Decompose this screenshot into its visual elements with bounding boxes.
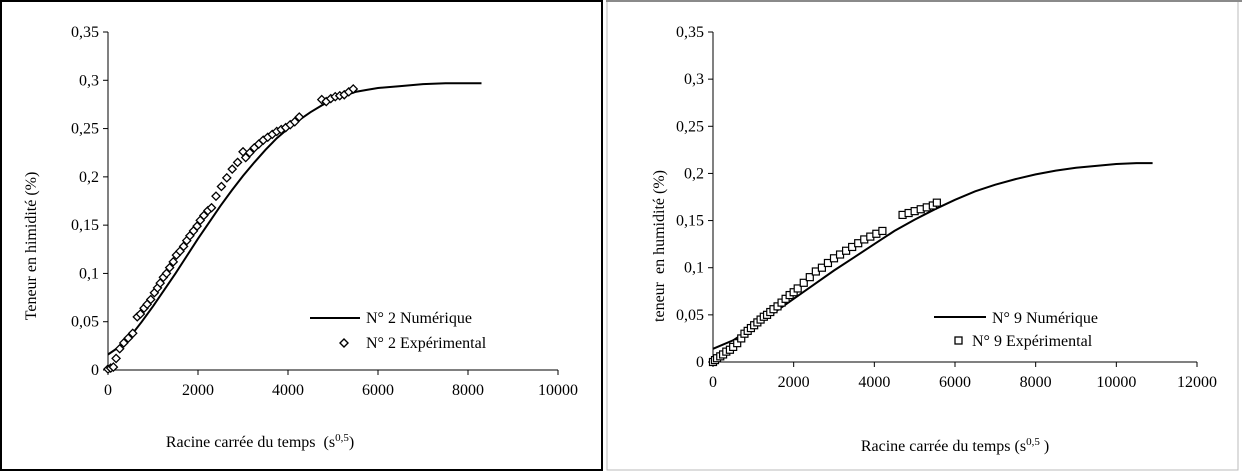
x-tick-label: 12000 (1177, 374, 1217, 391)
data-point-diamond (221, 172, 232, 183)
data-point-diamond (114, 343, 125, 354)
data-point-diamond (244, 147, 255, 158)
y-tick-label: 0 (696, 354, 704, 371)
data-point-diamond (216, 181, 227, 192)
series-line (107, 82, 482, 356)
y-tick-label: 0 (91, 362, 99, 379)
y-tick-label: 0,05 (71, 314, 99, 331)
x-axis-label-text: Racine carrée du temps (166, 434, 316, 451)
legend-label-experimental: N° 2 Expérimental (366, 335, 487, 352)
data-point-diamond (227, 164, 238, 175)
y-tick-label: 0,1 (79, 265, 99, 282)
x-axis-label: Racine carrée du temps (s0,5 ) (861, 436, 1049, 455)
x-tick-label: 6000 (362, 382, 394, 399)
y-tick-label: 0,3 (684, 71, 704, 88)
x-tick-label: 10000 (538, 382, 578, 399)
data-point-square (878, 226, 887, 236)
legend: N° 9 Numérique N° 9 Expérimental (934, 310, 1098, 350)
x-axis-unit: (s (324, 434, 336, 451)
y-tick-label: 0,25 (676, 118, 704, 135)
x-tick-label: 4000 (272, 382, 304, 399)
data-point-diamond (118, 338, 129, 348)
data-point-diamond (294, 112, 305, 122)
x-axis-unit: (s (1015, 438, 1027, 455)
data-point-diamond (348, 84, 359, 94)
data-point-diamond (192, 221, 203, 232)
y-axis-label: Teneur en himidité (%) (23, 172, 40, 321)
data-point-diamond (289, 116, 300, 127)
x-axis-unit-close: ) (1040, 438, 1049, 455)
y-axis-title: Teneur en himidité (%) (23, 172, 40, 321)
data-point-diamond (206, 202, 217, 213)
data-point-diamond (145, 294, 156, 305)
data-point-diamond (161, 268, 172, 279)
legend-label-numeric: N° 9 Numérique (992, 310, 1098, 327)
y-tick-label: 0,05 (676, 307, 704, 324)
data-point-square (805, 273, 814, 282)
plot-area: 0 0,05 0,1 0,15 0,2 0,25 0,3 0,35 0 2000 4000 6000 8… (71, 24, 578, 399)
data-point-diamond (178, 241, 189, 252)
x-tick-label: 10000 (1096, 374, 1136, 391)
data-point-square (799, 278, 808, 287)
legend-diamond-marker (339, 338, 349, 348)
y-tick-label: 0,35 (676, 24, 704, 41)
data-point-diamond (211, 191, 221, 202)
x-axis-label-text: Racine carrée du temps (861, 438, 1011, 455)
chart-right: teneur en humidité (%) Racine carrée du … (606, 0, 1242, 471)
chart-left-frame (0, 0, 603, 471)
x-axis-unit-exponent: 0,5 (335, 432, 349, 444)
x-tick-label: 6000 (939, 374, 971, 391)
x-tick-label: 0 (709, 374, 717, 391)
data-point-diamond (168, 256, 179, 267)
x-tick-label: 2000 (182, 382, 214, 399)
data-point-square (817, 263, 826, 272)
y-tick-label: 0,2 (79, 169, 99, 186)
x-axis-unit-exponent: 0,5 (1026, 436, 1040, 448)
data-point-diamond (164, 262, 175, 273)
y-axis-label: teneur en humidité (%) (651, 170, 668, 322)
plot-area: 0 0,05 0,1 0,15 0,2 0,25 0,3 0,35 0 2000 4000 6000 8… (676, 24, 1217, 391)
data-point-diamond (111, 353, 122, 364)
y-tick-label: 0,15 (676, 213, 704, 230)
legend-label-experimental: N° 9 Expérimental (972, 333, 1093, 350)
data-point-diamond (108, 362, 119, 373)
data-point-diamond (232, 157, 243, 168)
data-point-square (932, 198, 941, 207)
x-tick-label: 4000 (858, 374, 890, 391)
y-tick-label: 0,3 (79, 72, 99, 89)
data-point-square (793, 284, 802, 293)
y-tick-label: 0,15 (71, 217, 99, 234)
data-point-square (823, 258, 833, 268)
x-tick-label: 2000 (778, 374, 810, 391)
y-tick-label: 0,2 (684, 165, 704, 182)
data-point-diamond (135, 309, 146, 319)
y-tick-label: 0,25 (71, 121, 99, 138)
y-tick-label: 0,35 (71, 24, 99, 41)
data-point-diamond (127, 328, 138, 339)
x-tick-label: 0 (104, 382, 112, 399)
y-axis-title: teneur en humidité (%) (651, 170, 668, 322)
data-point-diamond (123, 333, 134, 344)
x-axis-unit-close: ) (349, 434, 354, 451)
x-axis-label: Racine carrée du temps (s0,5) (166, 432, 354, 451)
x-tick-label: 8000 (1020, 374, 1052, 391)
chart-left: Teneur en himidité (%) Racine carrée du … (0, 0, 603, 471)
legend: N° 2 Numérique N° 2 Expérimental (310, 310, 487, 352)
x-tick-label: 8000 (452, 382, 484, 399)
data-point-diamond (155, 278, 166, 289)
legend-label-numeric: N° 2 Numérique (366, 310, 472, 327)
y-tick-label: 0,1 (684, 260, 704, 277)
legend-square-marker (954, 336, 963, 345)
